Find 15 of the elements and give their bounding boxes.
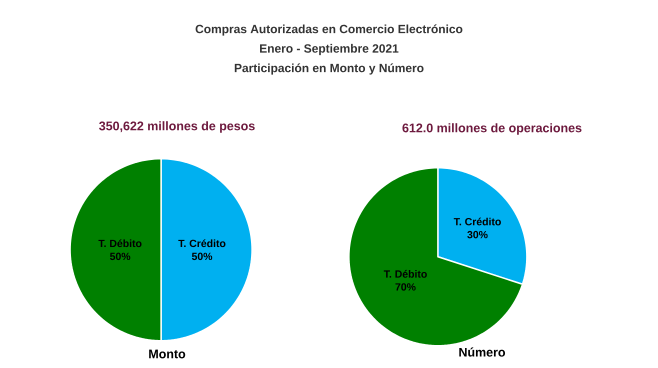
data-label: 70% — [395, 283, 416, 291]
text: Monto — [149, 350, 186, 358]
chart-subtitle: 612.0 millones de operaciones — [402, 123, 582, 135]
chart-subtitle: 350,622 millones de pesos — [99, 121, 255, 133]
text: Participación en Monto y Número — [234, 63, 424, 75]
text: Número — [459, 347, 506, 357]
data-label: 50% — [192, 252, 212, 260]
data-label: 50% — [110, 252, 130, 260]
text: Compras Autorizadas en Comercio Electrónico — [196, 24, 462, 36]
data-label: 30% — [467, 230, 488, 238]
slice-label: T. Débito — [98, 239, 142, 248]
slice-label: T. Débito — [384, 270, 427, 278]
slice-label: T. Crédito — [178, 239, 226, 248]
text: Enero - Septiembre 2021 — [260, 44, 398, 56]
slice-label: T. Crédito — [454, 218, 501, 226]
